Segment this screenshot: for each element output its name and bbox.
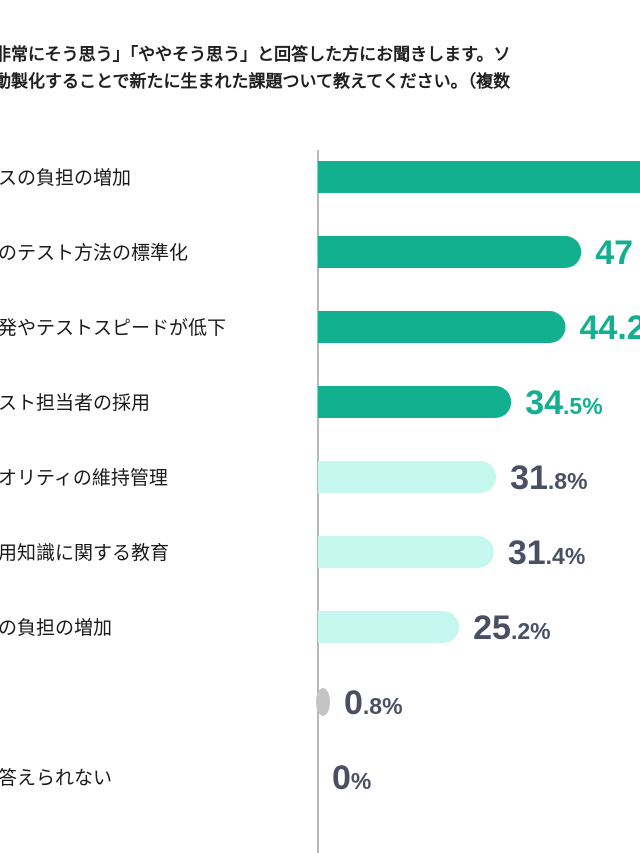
category-label: のテスト方法の標準化 xyxy=(0,242,188,264)
question-line-1: 非常にそう思う」「ややそう思う」と回答した方にお聞きします。ソ xyxy=(0,45,511,65)
category-label: の負担の増加 xyxy=(0,617,112,639)
category-label: 発やテストスピードが低下 xyxy=(0,317,226,339)
bar xyxy=(316,688,330,716)
category-label: オリティの維持管理 xyxy=(0,467,168,489)
bar xyxy=(318,611,460,643)
bar xyxy=(318,161,640,193)
value-label: 31.4% xyxy=(508,534,585,572)
category-label: スの負担の増加 xyxy=(0,167,131,189)
value-label: 0% xyxy=(332,759,371,797)
value-label: 44.2 xyxy=(580,309,640,347)
question-line-2: 動製化することで新たに生まれた課題ついて教えてください。（複数 xyxy=(0,72,511,92)
bar xyxy=(318,536,494,568)
bar xyxy=(318,461,497,493)
category-label: スト担当者の採用 xyxy=(0,392,150,414)
bar xyxy=(318,236,582,268)
value-label: 34.5% xyxy=(525,384,602,422)
question-text: 非常にそう思う」「ややそう思う」と回答した方にお聞きします。ソ 動製化することで… xyxy=(0,42,640,96)
bar xyxy=(318,386,512,418)
category-label: 答えられない xyxy=(0,767,112,789)
value-label: 31.8% xyxy=(510,459,587,497)
value-label: 47 xyxy=(595,234,633,272)
category-label: 用知識に関する教育 xyxy=(0,542,169,564)
bar xyxy=(318,311,566,343)
value-label: 0.8% xyxy=(344,684,403,722)
value-label: 25.2% xyxy=(473,609,550,647)
